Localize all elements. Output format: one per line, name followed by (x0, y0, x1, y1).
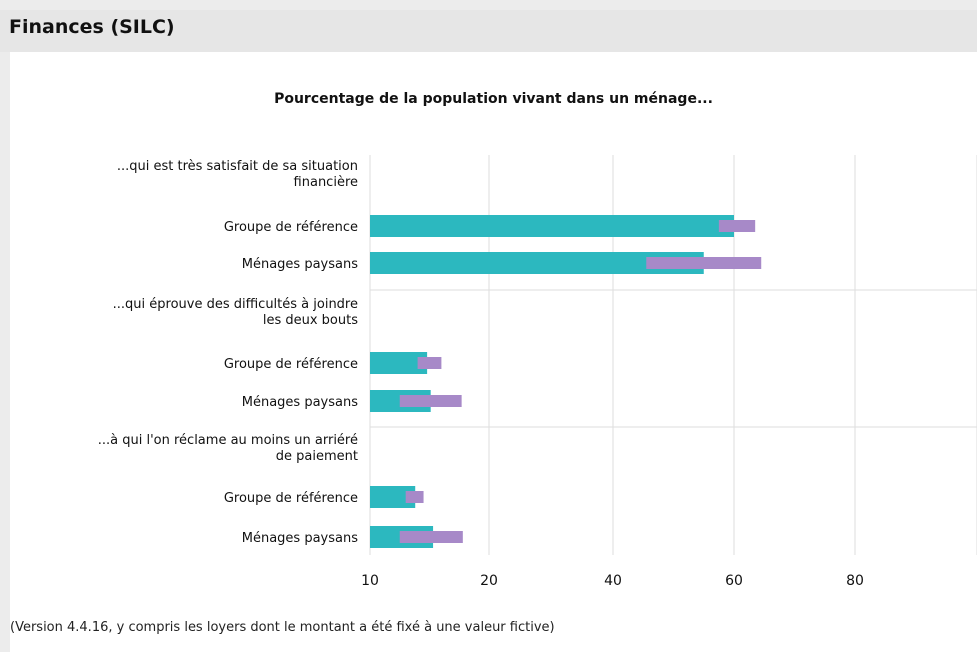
row-label: Groupe de référence (224, 220, 358, 235)
chart-container: Pourcentage de la population vivant dans… (10, 52, 977, 652)
row-label: Groupe de référence (224, 357, 358, 372)
bar (370, 252, 704, 274)
row-label: Groupe de référence (224, 491, 358, 506)
group-label: ...qui éprouve des difficultés à joindre (113, 297, 358, 312)
confidence-interval (646, 257, 762, 269)
group-label: ...à qui l'on réclame au moins un arriér… (98, 433, 358, 448)
bar (370, 352, 428, 374)
x-tick-label: 40 (604, 573, 622, 589)
confidence-interval (405, 491, 424, 503)
bar-chart: ...qui est très satisfait de sa situatio… (98, 155, 977, 589)
confidence-interval (399, 395, 462, 407)
bar (370, 215, 734, 237)
group-label: les deux bouts (263, 313, 358, 328)
group-label: ...qui est très satisfait de sa situatio… (117, 159, 358, 174)
x-tick-label: 20 (480, 573, 498, 589)
row-label: Ménages paysans (242, 531, 358, 546)
chart-title: Pourcentage de la population vivant dans… (274, 91, 713, 107)
group-label: de paiement (276, 449, 358, 464)
row-label: Ménages paysans (242, 395, 358, 410)
footnote: (Version 4.4.16, y compris les loyers do… (10, 620, 555, 635)
bar (370, 486, 416, 508)
group-label: financière (294, 175, 358, 190)
x-tick-label: 10 (361, 573, 379, 589)
x-tick-label: 80 (846, 573, 864, 589)
confidence-interval (718, 220, 756, 232)
confidence-interval (399, 531, 463, 543)
panel-title: Finances (SILC) (9, 16, 175, 38)
confidence-interval (417, 357, 442, 369)
panel-header: Finances (SILC) (0, 10, 977, 52)
x-tick-label: 60 (725, 573, 743, 589)
row-label: Ménages paysans (242, 257, 358, 272)
